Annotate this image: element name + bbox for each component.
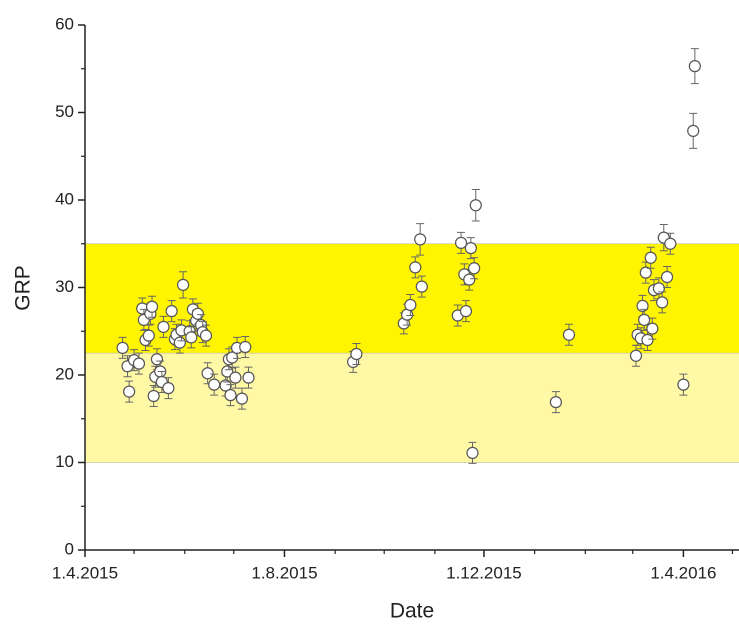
data-point bbox=[639, 266, 652, 279]
data-point bbox=[562, 328, 576, 341]
data-point bbox=[636, 299, 649, 312]
x-axis-title: Date bbox=[390, 600, 434, 623]
data-point bbox=[660, 270, 674, 284]
y-tick-label: 40 bbox=[55, 189, 74, 208]
data-point bbox=[409, 261, 422, 274]
data-point bbox=[221, 365, 234, 378]
x-tick-label: 1.12.2015 bbox=[446, 563, 522, 582]
data-point bbox=[415, 280, 428, 293]
data-point bbox=[549, 396, 562, 409]
x-tick-label: 1.4.2015 bbox=[52, 563, 118, 582]
data-point bbox=[629, 349, 643, 362]
data-point bbox=[641, 333, 654, 347]
data-point bbox=[147, 389, 160, 403]
data-point bbox=[199, 329, 213, 342]
data-point bbox=[464, 242, 477, 255]
reference-band bbox=[85, 353, 739, 463]
data-point bbox=[463, 273, 476, 286]
data-point bbox=[150, 353, 164, 366]
y-tick-label: 60 bbox=[55, 14, 74, 33]
data-point bbox=[162, 382, 175, 395]
data-point bbox=[454, 236, 468, 249]
data-point bbox=[142, 329, 155, 342]
y-tick-label: 50 bbox=[55, 102, 74, 121]
data-point bbox=[414, 233, 427, 246]
data-point bbox=[469, 199, 482, 212]
data-point bbox=[132, 357, 146, 370]
data-point bbox=[191, 307, 204, 320]
data-point bbox=[350, 347, 363, 361]
data-point bbox=[466, 446, 479, 459]
data-point bbox=[116, 341, 129, 354]
data-point bbox=[677, 378, 690, 391]
data-point bbox=[646, 322, 659, 335]
data-point bbox=[687, 124, 700, 137]
data-point bbox=[468, 262, 481, 275]
data-point bbox=[165, 305, 178, 318]
data-point bbox=[404, 298, 417, 312]
y-tick-label: 10 bbox=[55, 452, 74, 471]
data-point bbox=[239, 340, 252, 354]
data-point bbox=[185, 331, 198, 344]
y-tick-label: 0 bbox=[65, 539, 74, 558]
data-point bbox=[459, 305, 473, 318]
data-point bbox=[177, 278, 190, 291]
data-point bbox=[219, 379, 232, 392]
y-axis-title: GRP bbox=[12, 265, 35, 311]
data-point bbox=[123, 385, 136, 398]
data-point bbox=[656, 296, 669, 309]
data-point bbox=[664, 237, 677, 250]
data-point bbox=[226, 351, 239, 364]
x-tick-label: 1.8.2015 bbox=[251, 563, 317, 582]
data-point bbox=[173, 336, 186, 349]
data-point bbox=[688, 60, 701, 73]
data-point bbox=[652, 282, 665, 295]
data-point bbox=[201, 367, 214, 380]
data-point bbox=[638, 313, 651, 326]
data-point bbox=[644, 251, 657, 264]
y-tick-label: 30 bbox=[55, 277, 74, 296]
x-tick-label: 1.4.2016 bbox=[650, 563, 716, 582]
data-point bbox=[208, 378, 221, 391]
data-point bbox=[145, 300, 159, 313]
data-point bbox=[224, 389, 237, 402]
y-tick-label: 20 bbox=[55, 364, 74, 383]
data-point bbox=[235, 392, 249, 405]
data-point bbox=[242, 371, 255, 384]
data-point bbox=[229, 371, 242, 384]
data-point bbox=[157, 320, 170, 333]
